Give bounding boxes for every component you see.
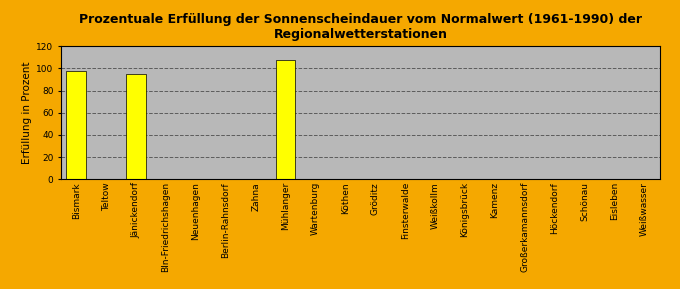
Y-axis label: Erfüllung in Prozent: Erfüllung in Prozent — [22, 62, 32, 164]
Title: Prozentuale Erfüllung der Sonnenscheindauer vom Normalwert (1961-1990) der
Regio: Prozentuale Erfüllung der Sonnenscheinda… — [79, 13, 642, 41]
Bar — [126, 74, 146, 179]
Bar — [276, 60, 295, 179]
Bar — [67, 71, 86, 179]
